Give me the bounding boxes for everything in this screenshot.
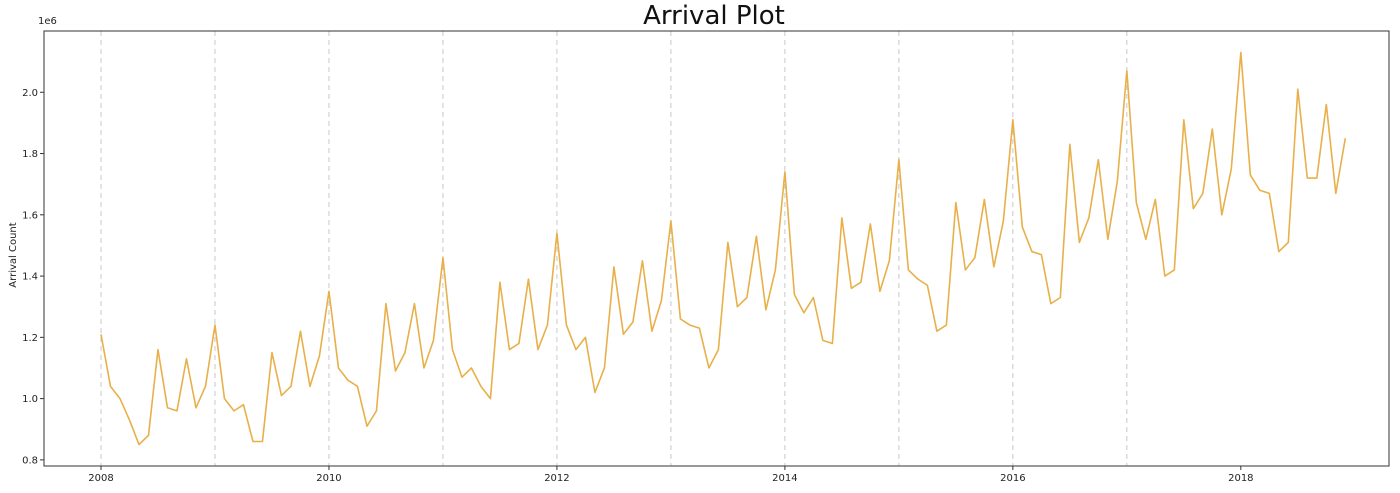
x-tick-label-2014: 2014 — [772, 473, 797, 484]
y-tick-label-2: 2.0 — [22, 88, 38, 99]
arrival-series-line — [100, 51, 1347, 446]
y-offset-label: 1e6 — [38, 16, 57, 27]
x-tick-label-2008: 2008 — [88, 473, 113, 484]
series-group — [100, 51, 1347, 446]
chart-title: Arrival Plot — [643, 1, 785, 31]
y-tick-label-1.2: 1.2 — [22, 333, 38, 344]
x-tick-label-2012: 2012 — [544, 473, 569, 484]
y-tick-label-1.4: 1.4 — [22, 272, 38, 283]
y-tick-label-1.8: 1.8 — [22, 149, 38, 160]
y-tick-label-0.8: 0.8 — [22, 455, 38, 466]
y-tick-label-1.6: 1.6 — [22, 210, 38, 221]
y-axis-ticks: 0.8 1.0 1.2 1.4 1.6 1.8 2.0 — [22, 88, 44, 466]
y-tick-label-1: 1.0 — [22, 394, 38, 405]
x-tick-label-2016: 2016 — [1000, 473, 1025, 484]
x-tick-label-2010: 2010 — [316, 473, 341, 484]
x-tick-label-2018: 2018 — [1228, 473, 1253, 484]
plot-frame — [43, 30, 1390, 467]
y-axis-label: Arrival Count — [8, 222, 19, 287]
x-axis-ticks: 2008 2010 2012 2014 2016 2018 — [88, 466, 1254, 484]
year-vlines — [100, 31, 1128, 466]
